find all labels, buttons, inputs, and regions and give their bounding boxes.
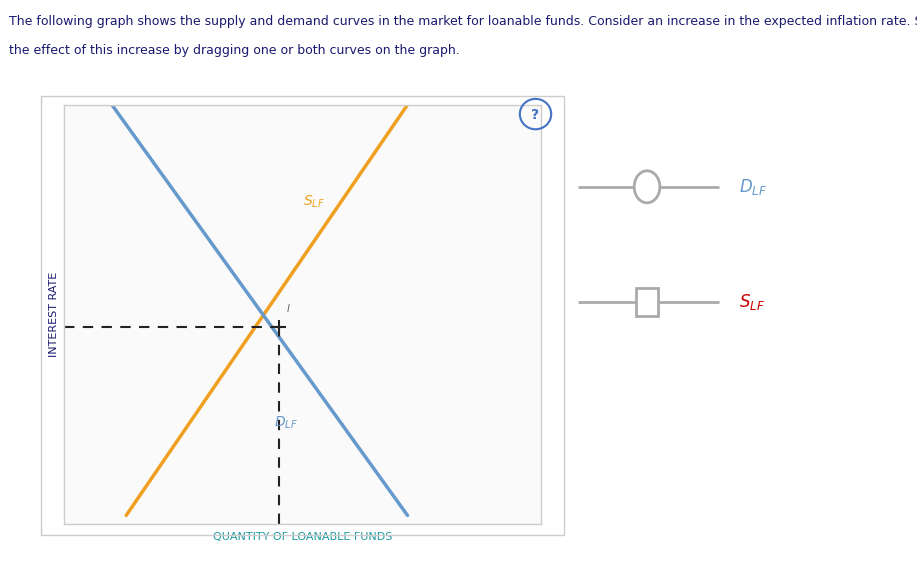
Text: $S_{LF}$: $S_{LF}$ — [739, 292, 766, 312]
Text: The following graph shows the supply and demand curves in the market for loanabl: The following graph shows the supply and… — [9, 15, 917, 27]
Text: ?: ? — [532, 108, 539, 122]
Text: $D_{LF}$: $D_{LF}$ — [739, 177, 768, 197]
X-axis label: QUANTITY OF LOANABLE FUNDS: QUANTITY OF LOANABLE FUNDS — [213, 532, 392, 542]
Bar — [636, 289, 658, 315]
Y-axis label: INTEREST RATE: INTEREST RATE — [49, 272, 59, 357]
Text: the effect of this increase by dragging one or both curves on the graph.: the effect of this increase by dragging … — [9, 44, 460, 56]
Text: $D_{LF}$: $D_{LF}$ — [274, 415, 298, 431]
Circle shape — [635, 171, 660, 203]
Text: $\mathit{l}$: $\mathit{l}$ — [286, 302, 291, 314]
Text: $S_{LF}$: $S_{LF}$ — [303, 193, 325, 210]
